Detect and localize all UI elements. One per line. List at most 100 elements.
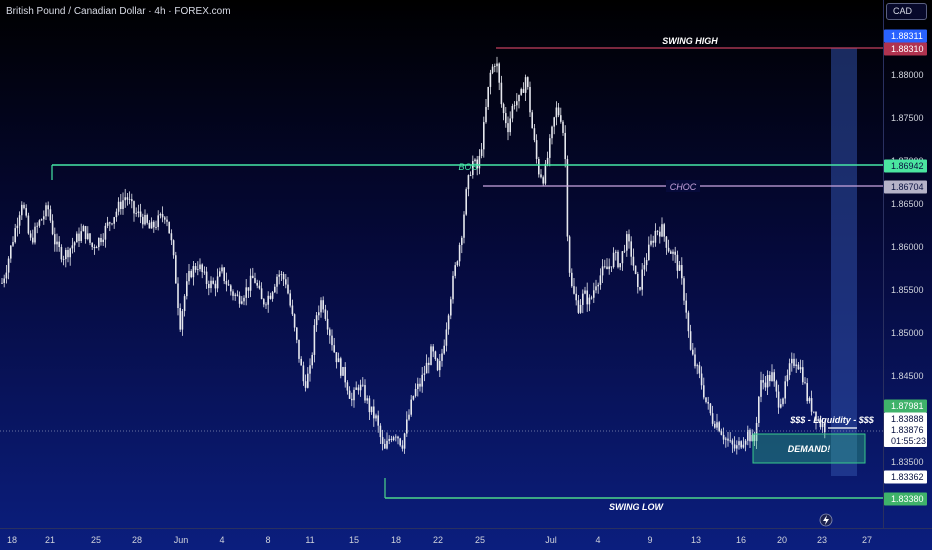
candle-body [419, 383, 421, 387]
candle-body [450, 299, 452, 316]
candle-body [289, 293, 291, 306]
currency-button[interactable]: CAD [886, 3, 927, 20]
time-tick-label: 25 [91, 535, 101, 545]
candle-body [111, 223, 113, 225]
candle-body [542, 177, 544, 184]
price-badge-top-bg [884, 29, 927, 43]
candle-body [56, 241, 58, 245]
time-tick-label: 18 [391, 535, 401, 545]
candle-body [379, 425, 382, 438]
candle-body [142, 216, 144, 225]
candle-body [586, 290, 588, 305]
candle-body [630, 241, 632, 257]
candle-body [7, 258, 10, 273]
candle-body [612, 252, 615, 268]
candle-body [388, 438, 390, 441]
time-tick-label: 21 [45, 535, 55, 545]
candle-body [355, 387, 357, 390]
candle-body [412, 396, 415, 400]
candle-body [428, 362, 430, 365]
candle-body [505, 113, 507, 124]
candle-body [648, 244, 650, 261]
candle-body [601, 266, 604, 276]
candle-body [227, 284, 230, 286]
candle-body [819, 419, 822, 428]
candle-body [753, 434, 756, 442]
time-axis[interactable] [0, 528, 932, 550]
candle-body [1, 282, 3, 284]
candle-body [223, 267, 225, 282]
candle-body [791, 358, 793, 364]
time-tick-label: 4 [219, 535, 224, 545]
choc-label-backdrop [666, 180, 700, 192]
candle-body [762, 380, 764, 383]
candle-body [98, 237, 100, 248]
candle-body [474, 159, 476, 162]
candle-body [346, 382, 349, 391]
candle-body [241, 301, 243, 304]
candle-body [139, 211, 142, 217]
price-badge-bos: 1.86942 [891, 161, 924, 171]
candle-body [5, 272, 8, 279]
candle-body [522, 89, 525, 93]
candle-body [560, 115, 562, 122]
candle-body [373, 406, 375, 419]
candle-body [676, 254, 679, 271]
candle-countdown: 01:55:23 [891, 436, 926, 446]
candle-body [243, 297, 245, 302]
candle-body [788, 363, 791, 376]
candle-body [632, 256, 635, 266]
price-tick-label: 1.86500 [891, 199, 924, 209]
swing-low-label: SWING LOW [609, 502, 664, 512]
candle-body [199, 264, 201, 270]
candle-body [615, 251, 617, 253]
candle-body [175, 255, 177, 284]
candle-body [432, 346, 434, 352]
candle-body [263, 299, 265, 305]
candle-body [524, 77, 527, 93]
candle-body [518, 94, 520, 102]
candle-body [166, 219, 168, 222]
candle-body [392, 437, 395, 441]
candle-body [509, 118, 511, 133]
price-axis[interactable] [883, 0, 932, 528]
price-badge-top: 1.88311 [891, 31, 923, 41]
candle-body [320, 300, 322, 313]
candle-body [549, 138, 551, 158]
candle-body [588, 297, 591, 305]
candle-body [590, 297, 593, 299]
liquidity-label: $$$ - Liquidity - $$$ [789, 415, 875, 425]
candle-body [700, 373, 703, 386]
price-badge-choc: 1.86704 [891, 182, 924, 192]
candle-body [238, 295, 241, 304]
candle-body [54, 234, 56, 245]
candle-body [599, 275, 602, 285]
candle-body [755, 422, 758, 442]
candle-body [494, 66, 496, 67]
candle-body [773, 372, 775, 382]
candle-body [181, 311, 184, 330]
candle-body [337, 358, 340, 363]
candle-body [51, 220, 54, 235]
candle-body [335, 352, 338, 363]
candle-body [254, 278, 256, 283]
candle-body [810, 398, 813, 412]
candle-body [186, 281, 188, 297]
candle-body [584, 290, 586, 294]
candle-body [401, 445, 404, 449]
candle-body [351, 398, 353, 401]
candle-body [201, 264, 203, 273]
candle-body [665, 236, 668, 248]
candle-body [120, 201, 122, 210]
candle-body [722, 434, 725, 440]
price-tick-label: 1.84500 [891, 371, 924, 381]
candle-body [689, 331, 692, 350]
candle-body [775, 381, 778, 392]
candle-body [117, 201, 120, 212]
candle-body [377, 415, 379, 426]
candle-body [553, 117, 555, 127]
candle-body [621, 251, 624, 264]
candle-body [137, 211, 140, 214]
